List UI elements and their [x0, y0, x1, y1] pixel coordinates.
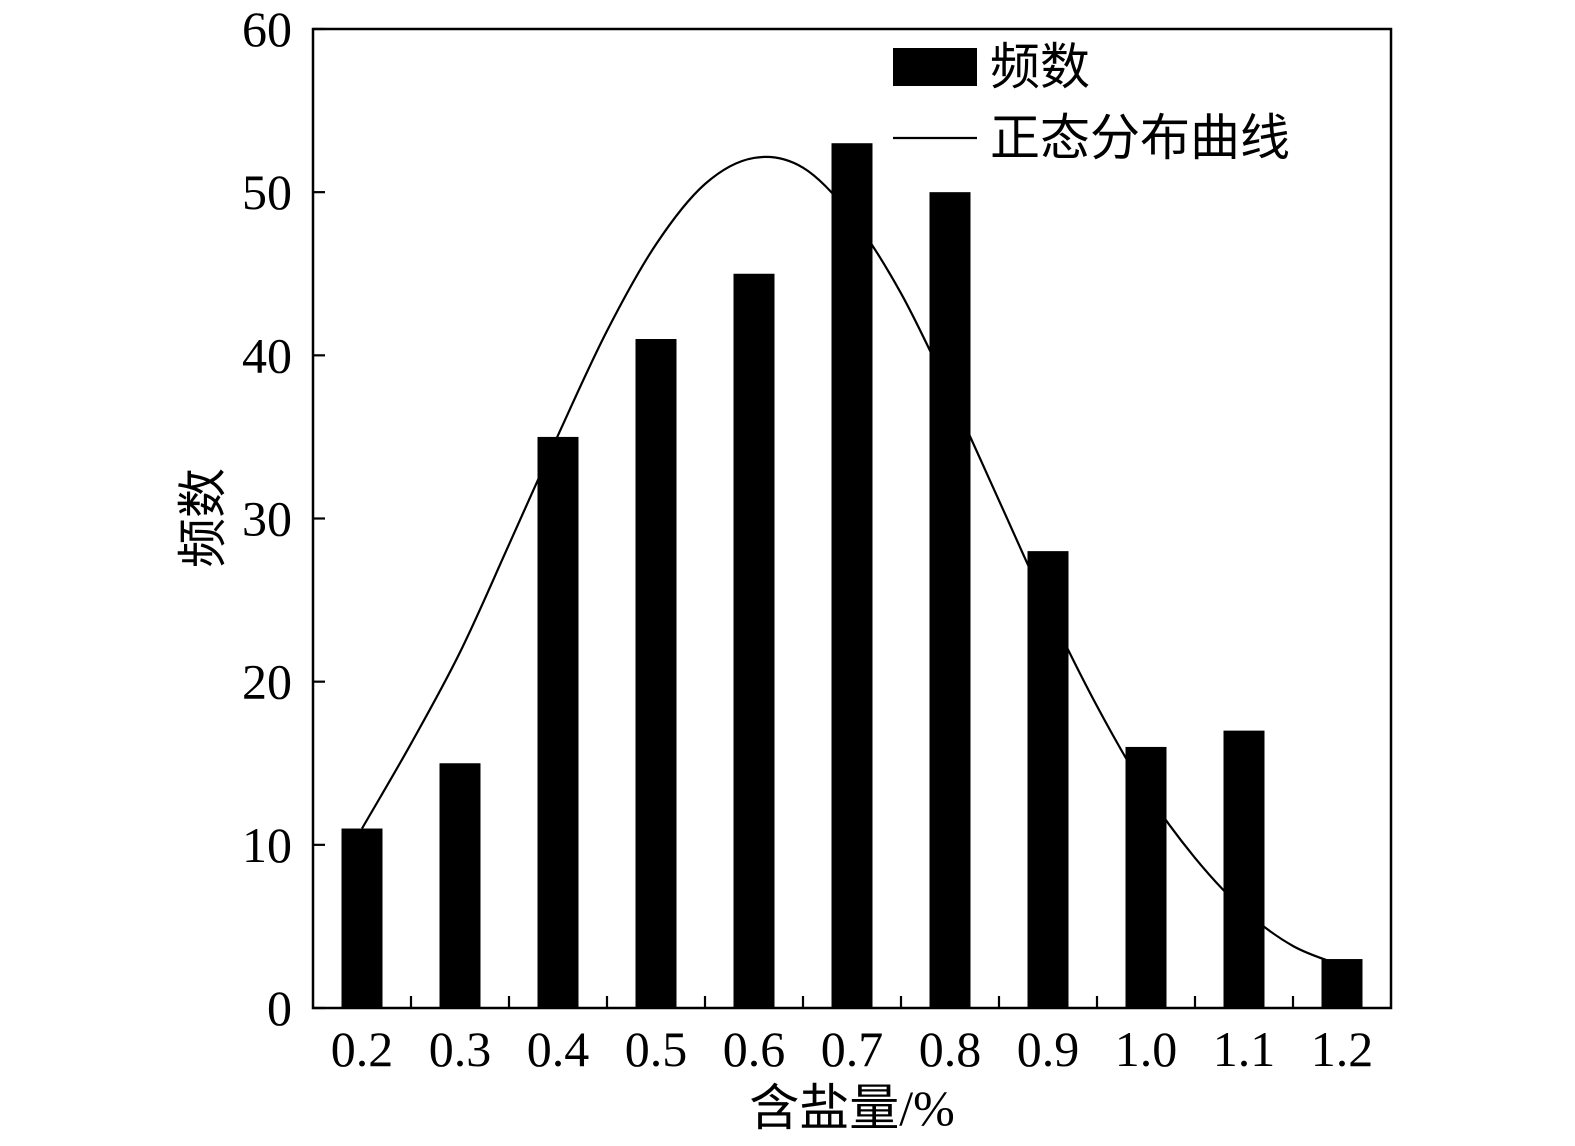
y-tick-label-4: 40 — [242, 327, 292, 383]
normal-distribution-curve — [361, 155, 1343, 967]
y-tick-label-6: 60 — [242, 1, 292, 57]
frequency-bar-3 — [635, 339, 677, 1008]
y-tick-label-2: 20 — [242, 654, 292, 710]
x-tick-label-6: 0.8 — [919, 1021, 982, 1077]
x-tick-label-9: 1.1 — [1213, 1021, 1276, 1077]
x-tick-label-10: 1.2 — [1311, 1021, 1374, 1077]
x-tick-label-7: 0.9 — [1017, 1021, 1080, 1077]
frequency-bar-6 — [929, 192, 971, 1008]
x-tick-label-1: 0.3 — [429, 1021, 492, 1077]
plot-frame — [311, 27, 1393, 1010]
x-tick-labels: 0.2 0.3 0.4 0.5 0.6 0.7 0.8 0.9 1.0 1.1 1.2 — [331, 1021, 1374, 1077]
y-axis-title: 频数 — [175, 468, 231, 568]
frequency-bar-8 — [1125, 746, 1167, 1008]
x-tick-label-4: 0.6 — [723, 1021, 786, 1077]
y-tick-label-0: 0 — [267, 980, 292, 1036]
legend-swatch-bar — [893, 48, 977, 86]
frequency-bar-4 — [733, 273, 775, 1008]
x-tick-label-3: 0.5 — [625, 1021, 688, 1077]
x-tick-label-2: 0.4 — [527, 1021, 590, 1077]
legend: 频数 正态分布曲线 — [893, 39, 1290, 166]
x-tick-label-0: 0.2 — [331, 1021, 394, 1077]
y-tick-label-5: 50 — [242, 164, 292, 220]
legend-label-bar: 频数 — [990, 39, 1090, 95]
x-axis-title: 含盐量/% — [749, 1080, 955, 1136]
frequency-bar-5 — [831, 143, 873, 1008]
x-tick-label-5: 0.7 — [821, 1021, 884, 1077]
frequency-bar-7 — [1027, 551, 1069, 1008]
y-tick-labels: 0 10 20 30 40 50 60 — [242, 1, 292, 1036]
y-tick-label-3: 30 — [242, 491, 292, 547]
frequency-bar-0 — [341, 828, 383, 1008]
frequency-bar-1 — [439, 763, 481, 1008]
y-tick-label-1: 10 — [242, 817, 292, 873]
x-tick-label-8: 1.0 — [1115, 1021, 1178, 1077]
legend-label-line: 正态分布曲线 — [990, 110, 1290, 166]
bars-group — [341, 143, 1363, 1009]
frequency-bar-2 — [537, 436, 579, 1009]
frequency-bar-9 — [1223, 730, 1265, 1008]
